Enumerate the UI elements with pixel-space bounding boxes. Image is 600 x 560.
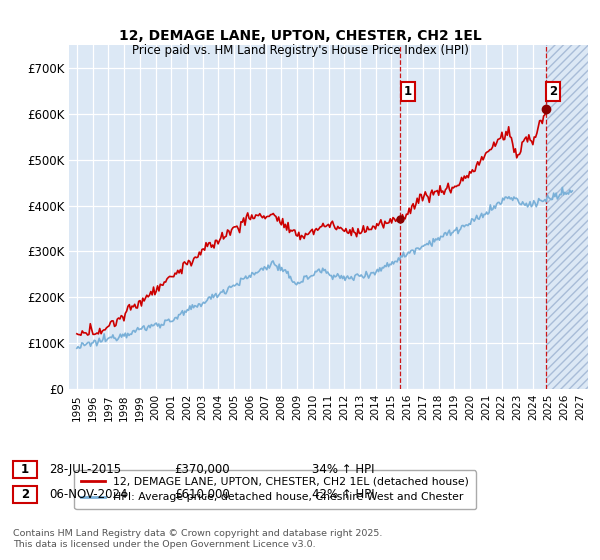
Text: 1: 1 bbox=[404, 85, 412, 99]
Text: 2: 2 bbox=[548, 85, 557, 99]
Text: £610,000: £610,000 bbox=[174, 488, 230, 501]
Text: 34% ↑ HPI: 34% ↑ HPI bbox=[312, 463, 374, 476]
Text: Contains HM Land Registry data © Crown copyright and database right 2025.
This d: Contains HM Land Registry data © Crown c… bbox=[13, 529, 383, 549]
Text: 2: 2 bbox=[21, 488, 29, 501]
Bar bbox=[547, 45, 588, 389]
Text: 42% ↑ HPI: 42% ↑ HPI bbox=[312, 488, 374, 501]
Text: Price paid vs. HM Land Registry's House Price Index (HPI): Price paid vs. HM Land Registry's House … bbox=[131, 44, 469, 57]
Text: 06-NOV-2024: 06-NOV-2024 bbox=[49, 488, 128, 501]
Text: 28-JUL-2015: 28-JUL-2015 bbox=[49, 463, 121, 476]
Text: 12, DEMAGE LANE, UPTON, CHESTER, CH2 1EL: 12, DEMAGE LANE, UPTON, CHESTER, CH2 1EL bbox=[119, 29, 481, 44]
Text: 1: 1 bbox=[21, 463, 29, 476]
Legend: 12, DEMAGE LANE, UPTON, CHESTER, CH2 1EL (detached house), HPI: Average price, d: 12, DEMAGE LANE, UPTON, CHESTER, CH2 1EL… bbox=[74, 470, 476, 509]
Text: £370,000: £370,000 bbox=[174, 463, 230, 476]
